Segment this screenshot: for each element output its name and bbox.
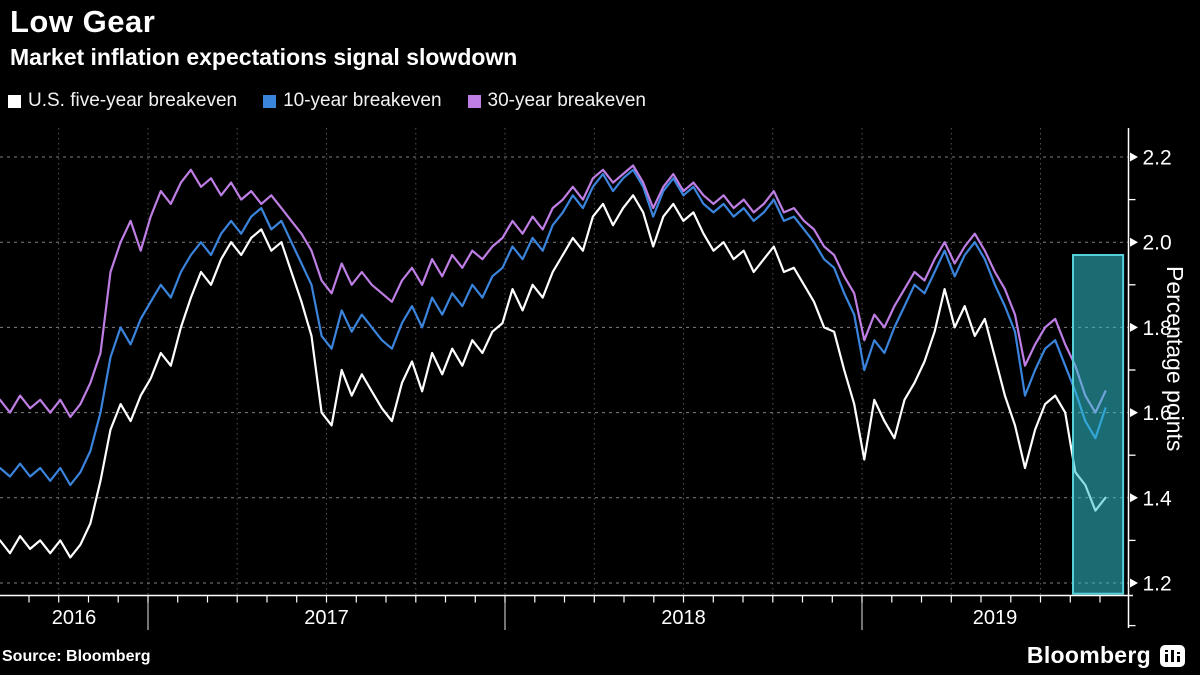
y-tick-label: 1.6 xyxy=(1143,402,1172,425)
legend-label-thirty-year: 30-year breakeven xyxy=(487,90,646,111)
x-year-label: 2019 xyxy=(973,607,1018,629)
chart-legend: U.S. five-year breakeven 10-year breakeve… xyxy=(8,90,646,112)
y-tick-arrow xyxy=(1130,152,1138,162)
y-tick-arrow xyxy=(1130,408,1138,418)
y-tick-label: 1.4 xyxy=(1143,487,1173,510)
x-year-label: 2016 xyxy=(52,607,97,629)
x-year-label: 2018 xyxy=(661,607,706,629)
legend-swatch-thirty-year xyxy=(467,94,481,108)
legend-item-ten-year: 10-year breakeven xyxy=(263,90,442,112)
y-tick-label: 1.2 xyxy=(1143,573,1172,596)
bloomberg-brand: Bloomberg xyxy=(1027,642,1186,669)
series-line-five-year xyxy=(0,194,1107,559)
highlight-region xyxy=(1072,254,1125,595)
legend-swatch-ten-year xyxy=(263,94,277,108)
x-year-label: 2017 xyxy=(304,607,349,629)
bar-chart-logo-icon xyxy=(1160,644,1185,667)
y-axis-label: Percentage points xyxy=(1162,266,1188,452)
y-tick-arrow xyxy=(1130,578,1138,588)
y-tick-label: 2.0 xyxy=(1143,232,1172,255)
bloomberg-wordmark: Bloomberg xyxy=(1026,642,1151,668)
y-tick-label: 1.8 xyxy=(1143,317,1172,340)
series-line-ten-year xyxy=(0,168,1107,487)
legend-swatch-five-year xyxy=(8,94,21,108)
legend-label-ten-year: 10-year breakeven xyxy=(283,90,442,111)
legend-item-five-year: U.S. five-year breakeven xyxy=(8,90,237,112)
y-tick-arrow xyxy=(1130,493,1138,503)
legend-label-five-year: U.S. five-year breakeven xyxy=(28,90,238,111)
y-tick-arrow xyxy=(1130,322,1138,332)
source-attribution: Source: Bloomberg xyxy=(2,648,151,665)
y-tick-arrow xyxy=(1130,237,1138,247)
page-title: Low Gear xyxy=(10,4,156,39)
legend-item-thirty-year: 30-year breakeven xyxy=(467,90,646,112)
chart-subtitle: Market inflation expectations signal slo… xyxy=(10,44,518,70)
series-line-thirty-year xyxy=(0,164,1107,418)
y-tick-label: 2.2 xyxy=(1143,147,1172,170)
